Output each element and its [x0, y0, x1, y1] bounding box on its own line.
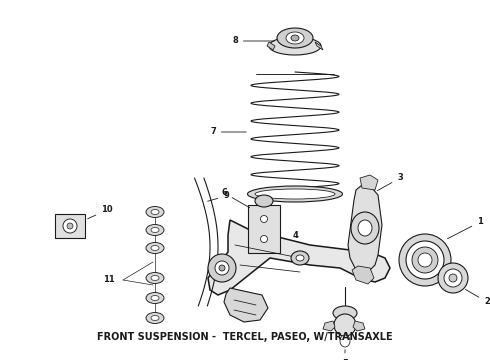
Text: 5: 5 — [342, 350, 348, 360]
Polygon shape — [353, 321, 365, 331]
Polygon shape — [208, 220, 390, 295]
Text: FRONT SUSPENSION -  TERCEL, PASEO, W/TRANSAXLE: FRONT SUSPENSION - TERCEL, PASEO, W/TRAN… — [97, 332, 393, 342]
Ellipse shape — [151, 246, 159, 251]
Text: 10: 10 — [88, 206, 113, 219]
Text: 7: 7 — [210, 127, 246, 136]
Polygon shape — [323, 321, 335, 331]
Ellipse shape — [146, 225, 164, 235]
Ellipse shape — [67, 223, 73, 229]
Ellipse shape — [255, 189, 335, 199]
Ellipse shape — [333, 306, 357, 320]
Ellipse shape — [412, 247, 438, 273]
Ellipse shape — [277, 28, 313, 48]
Polygon shape — [315, 42, 323, 50]
Ellipse shape — [351, 212, 379, 244]
Ellipse shape — [146, 273, 164, 284]
Text: 4: 4 — [292, 230, 298, 239]
Polygon shape — [348, 185, 382, 272]
Ellipse shape — [261, 216, 268, 222]
Text: 1: 1 — [447, 217, 483, 239]
Ellipse shape — [291, 251, 309, 265]
Ellipse shape — [63, 219, 77, 233]
Polygon shape — [352, 266, 374, 284]
Ellipse shape — [438, 263, 468, 293]
Ellipse shape — [208, 254, 236, 282]
Ellipse shape — [146, 292, 164, 303]
Ellipse shape — [399, 234, 451, 286]
Ellipse shape — [444, 269, 462, 287]
Text: 2: 2 — [466, 289, 490, 306]
Ellipse shape — [255, 195, 273, 207]
Ellipse shape — [418, 253, 432, 267]
Ellipse shape — [247, 186, 343, 202]
Ellipse shape — [146, 243, 164, 253]
Bar — [55, 214, 85, 238]
Ellipse shape — [151, 315, 159, 320]
Text: 6: 6 — [221, 189, 249, 208]
Text: 11: 11 — [103, 275, 115, 284]
Polygon shape — [267, 42, 275, 50]
Ellipse shape — [146, 207, 164, 217]
Text: 8: 8 — [232, 36, 274, 45]
Ellipse shape — [261, 235, 268, 243]
Ellipse shape — [151, 275, 159, 280]
Ellipse shape — [151, 228, 159, 233]
Ellipse shape — [406, 241, 444, 279]
Ellipse shape — [151, 296, 159, 301]
Ellipse shape — [334, 314, 356, 336]
Ellipse shape — [358, 220, 372, 236]
Polygon shape — [360, 175, 378, 190]
Ellipse shape — [215, 261, 229, 275]
Bar — [248, 205, 280, 253]
Ellipse shape — [151, 210, 159, 215]
Ellipse shape — [146, 312, 164, 324]
Ellipse shape — [219, 265, 225, 271]
Ellipse shape — [449, 274, 457, 282]
Ellipse shape — [340, 335, 350, 347]
Ellipse shape — [286, 32, 304, 44]
Text: 3: 3 — [377, 174, 403, 191]
Ellipse shape — [291, 35, 299, 41]
Ellipse shape — [296, 255, 304, 261]
Polygon shape — [224, 288, 268, 322]
Text: 9: 9 — [208, 192, 229, 201]
Ellipse shape — [269, 37, 321, 55]
